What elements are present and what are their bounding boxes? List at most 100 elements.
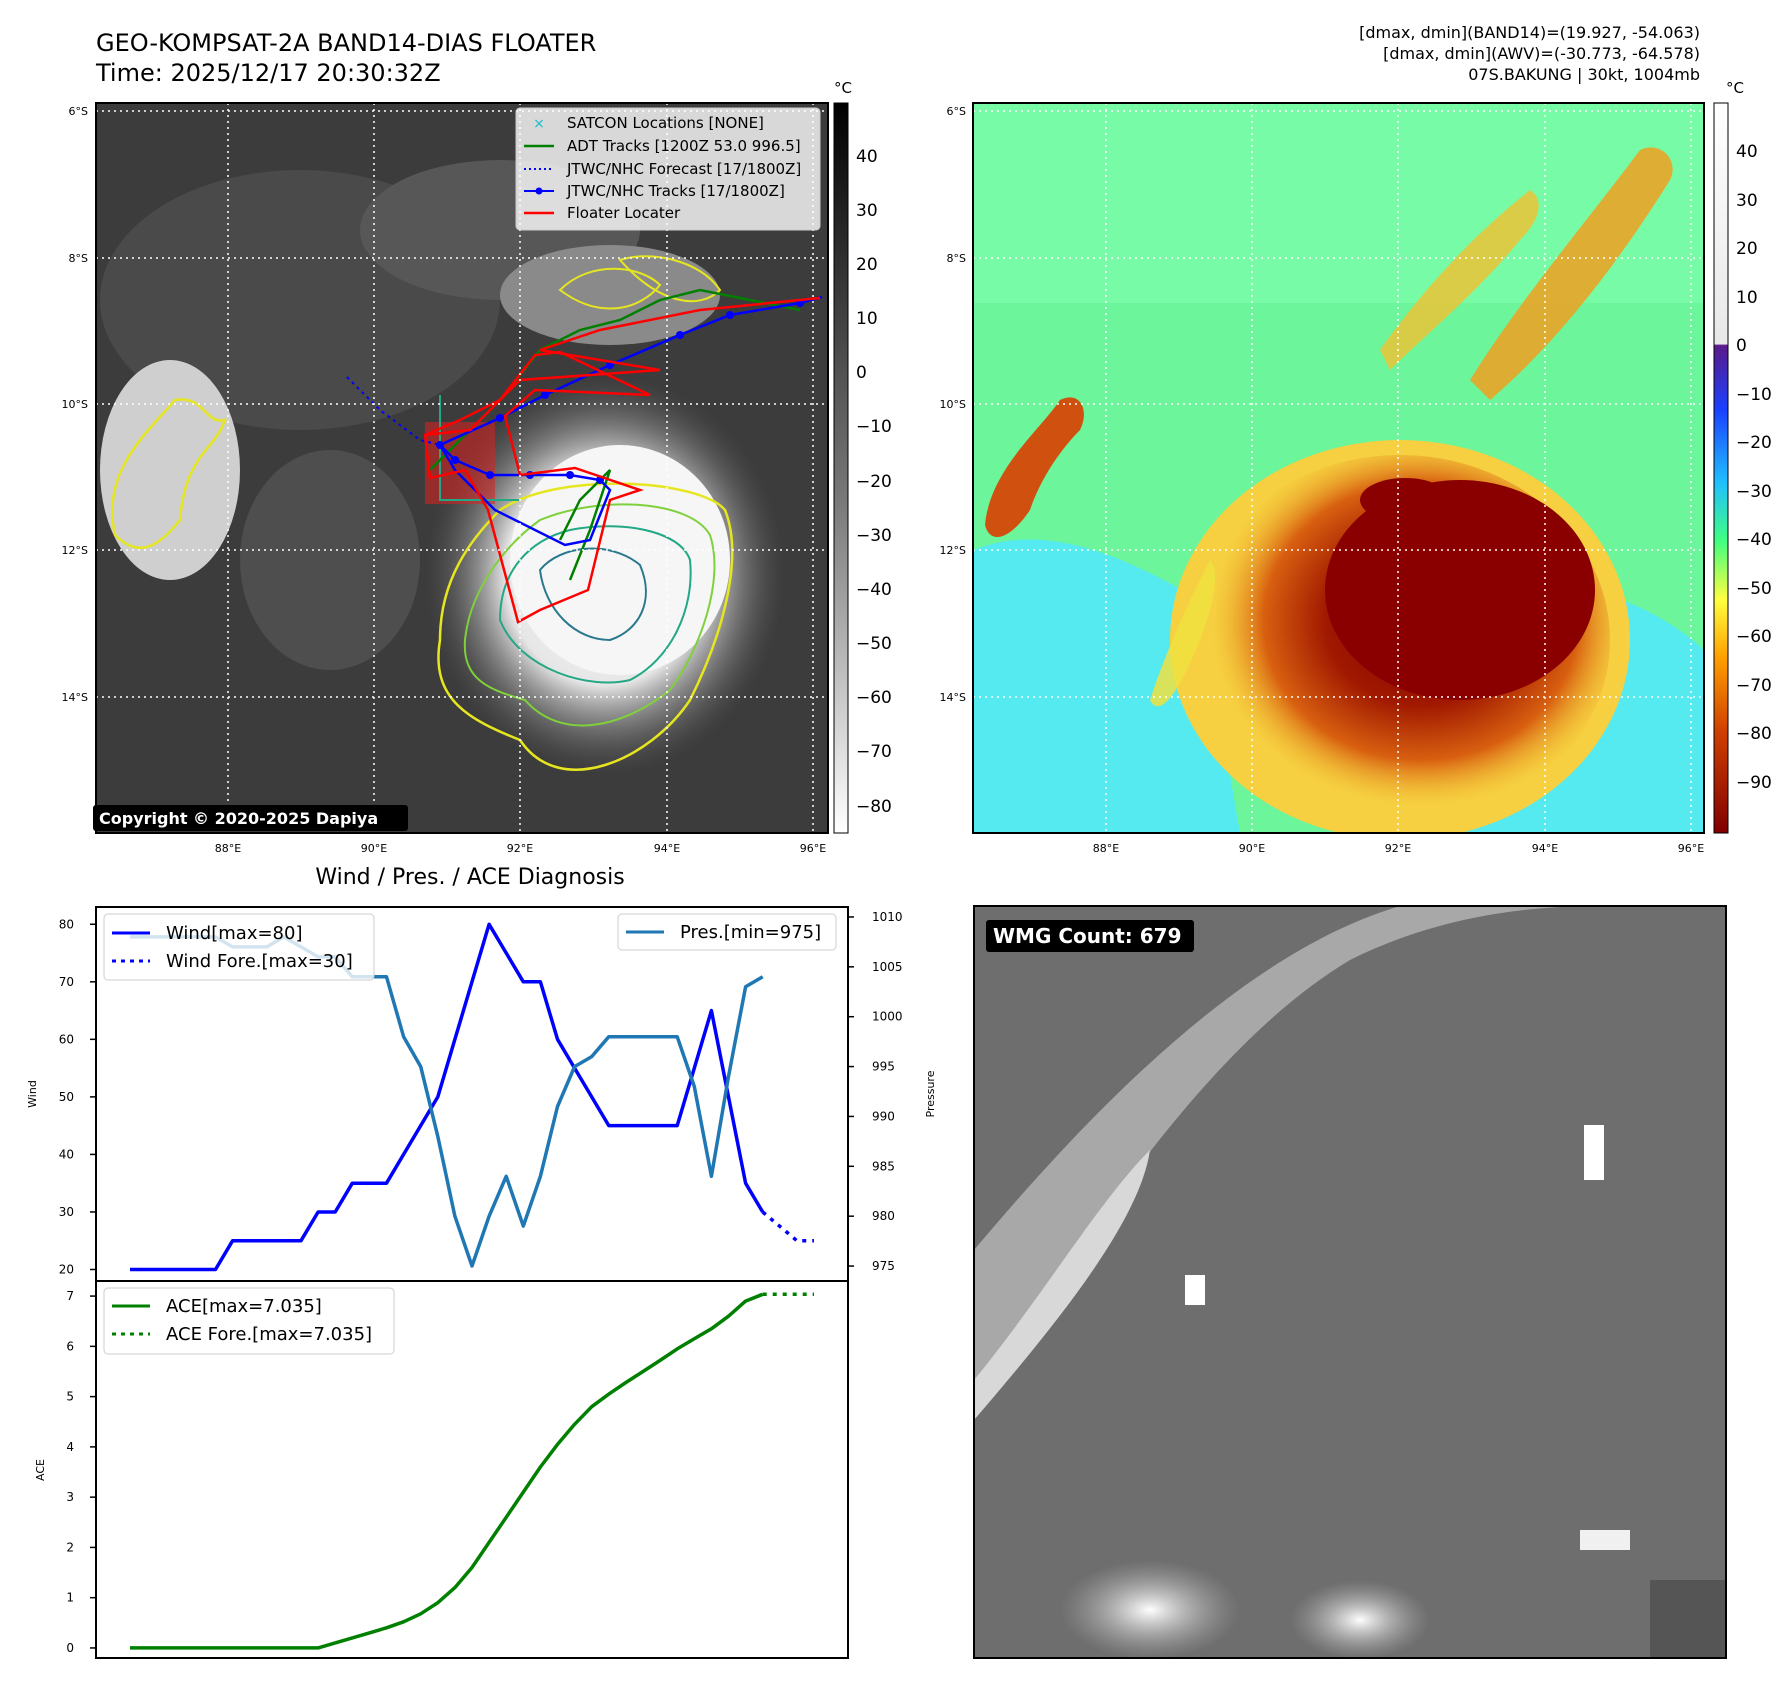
legend-wind: Wind[max=80] xyxy=(166,923,303,944)
wmg-panel: WMG Count: 679 xyxy=(973,905,1727,1659)
adt-track-core xyxy=(558,469,612,581)
series-line xyxy=(130,1292,764,1650)
cbar-tick: −40 xyxy=(856,580,892,600)
cbar-tick: 0 xyxy=(1736,336,1747,356)
lat-label: 6°S xyxy=(69,105,88,118)
cbar-tick: −10 xyxy=(1736,385,1772,405)
y-tick-label: 5 xyxy=(66,1390,74,1404)
enhanced-map-panel: 6°S 8°S 10°S 12°S 14°S 88°E 90°E 92°E 94… xyxy=(940,79,1772,855)
cbar-tick: 20 xyxy=(1736,239,1758,259)
y-tick-label: 1 xyxy=(66,1591,74,1605)
enhanced-map-image xyxy=(973,103,1704,833)
cbar-tick: 10 xyxy=(856,309,878,329)
lat-label: 8°S xyxy=(947,252,966,265)
cbar-tick: 0 xyxy=(856,363,867,383)
diagnosis-title: Wind / Pres. / ACE Diagnosis xyxy=(315,865,624,890)
legend-tracks: JTWC/NHC Tracks [17/1800Z] xyxy=(566,182,785,200)
series-line xyxy=(761,1210,814,1243)
enh-lat-labels: 6°S 8°S 10°S 12°S 14°S xyxy=(940,105,966,704)
legend-ace: ACE[max=7.035] xyxy=(166,1296,322,1317)
ir-map-panel: × SATCON Locations [NONE] ADT Tracks [12… xyxy=(62,79,892,855)
lat-label: 10°S xyxy=(62,398,88,411)
wind-y-ticks: 20 30 40 50 60 70 80 xyxy=(59,917,96,1276)
y2-tick-label: 975 xyxy=(872,1259,895,1273)
y-tick-label: 2 xyxy=(66,1540,74,1554)
cbar-tick: 20 xyxy=(856,255,878,275)
cbar-tick: −60 xyxy=(856,688,892,708)
y2-tick-label: 985 xyxy=(872,1159,895,1173)
cbar-tick: −50 xyxy=(1736,579,1772,599)
copyright: Copyright © 2020-2025 Dapiya xyxy=(99,809,378,828)
ace-axis-label: ACE xyxy=(34,1459,47,1481)
cbar-tick: 40 xyxy=(1736,142,1758,162)
legend-floater: Floater Locater xyxy=(567,204,681,222)
series-line xyxy=(130,922,765,1272)
legend-tracks-marker xyxy=(535,187,543,195)
floater-locater-track xyxy=(423,296,821,624)
legend-satcon: SATCON Locations [NONE] xyxy=(567,114,764,132)
ir-lat-labels: 6°S 8°S 10°S 12°S 14°S xyxy=(62,105,88,704)
y-tick-label: 50 xyxy=(59,1090,74,1104)
y2-tick-label: 1010 xyxy=(872,910,903,924)
wind-pressure-chart: Wind / Pres. / ACE Diagnosis Wind Pressu… xyxy=(26,865,937,1282)
y2-tick-label: 995 xyxy=(872,1060,895,1074)
wmg-count-box xyxy=(986,920,1194,952)
jtwc-forecast-track xyxy=(346,376,441,446)
copyright-box xyxy=(93,805,408,831)
lon-label: 88°E xyxy=(1093,842,1119,855)
y-tick-label: 6 xyxy=(66,1339,74,1353)
lon-label: 90°E xyxy=(361,842,387,855)
cbar-tick: −80 xyxy=(1736,724,1772,744)
cbar-tick: 30 xyxy=(856,201,878,221)
wind-axis-label: Wind xyxy=(26,1080,39,1108)
wmg-count: WMG Count: 679 xyxy=(993,924,1182,948)
legend-forecast: JTWC/NHC Forecast [17/1800Z] xyxy=(566,160,801,178)
legend-satcon-icon: × xyxy=(533,116,545,132)
ace-y-ticks: 0 1 2 3 4 5 6 7 xyxy=(66,1289,96,1655)
cbar-tick: −20 xyxy=(1736,433,1772,453)
legend-pres: Pres.[min=975] xyxy=(680,922,821,943)
lat-label: 12°S xyxy=(940,544,966,557)
lon-label: 92°E xyxy=(1385,842,1411,855)
awv-range: [dmax, dmin](AWV)=(-30.773, -64.578) xyxy=(1383,44,1700,63)
y-tick-label: 4 xyxy=(66,1440,74,1454)
cbar-tick: 10 xyxy=(1736,288,1758,308)
lat-label: 8°S xyxy=(69,252,88,265)
band14-range: [dmax, dmin](BAND14)=(19.927, -54.063) xyxy=(1359,23,1700,42)
enh-lon-labels: 88°E 90°E 92°E 94°E 96°E xyxy=(1093,842,1704,855)
lon-label: 88°E xyxy=(215,842,241,855)
y2-tick-label: 990 xyxy=(872,1109,895,1123)
wmg-image xyxy=(974,906,1726,1658)
lat-label: 6°S xyxy=(947,105,966,118)
cbar-tick: −30 xyxy=(856,526,892,546)
legend-ace-fore: ACE Fore.[max=7.035] xyxy=(166,1324,372,1345)
y-tick-label: 60 xyxy=(59,1032,74,1046)
pressure-y-ticks: 975 980 985 990 995 1000 1005 1010 xyxy=(848,910,903,1273)
ir-colorbar-unit: °C xyxy=(834,79,852,97)
cbar-tick: −60 xyxy=(1736,627,1772,647)
cbar-tick: −90 xyxy=(1736,773,1772,793)
cbar-tick: −40 xyxy=(1736,530,1772,550)
cbar-tick: 30 xyxy=(1736,191,1758,211)
cbar-tick: −20 xyxy=(856,472,892,492)
y-tick-label: 80 xyxy=(59,917,74,931)
ace-legend: ACE[max=7.035] ACE Fore.[max=7.035] xyxy=(103,1287,395,1355)
figure-time: Time: 2025/12/17 20:30:32Z xyxy=(95,59,441,87)
map-legend: × SATCON Locations [NONE] ADT Tracks [12… xyxy=(515,107,821,231)
lat-gridlines-right xyxy=(973,110,1704,698)
ir-colorbar xyxy=(833,102,849,834)
lat-label: 10°S xyxy=(940,398,966,411)
enhanced-colorbar xyxy=(1713,102,1729,834)
ace-lines xyxy=(130,1292,814,1650)
y2-tick-label: 980 xyxy=(872,1209,895,1223)
lon-label: 90°E xyxy=(1239,842,1265,855)
lat-label: 14°S xyxy=(940,691,966,704)
y-tick-label: 30 xyxy=(59,1205,74,1219)
lat-label: 14°S xyxy=(62,691,88,704)
lat-label: 12°S xyxy=(62,544,88,557)
y-tick-label: 20 xyxy=(59,1262,74,1276)
lon-label: 96°E xyxy=(800,842,826,855)
legend-wind-fore: Wind Fore.[max=30] xyxy=(166,951,353,972)
enhanced-colorbar-ticks: 40 30 20 10 0 −10 −20 −30 −40 −50 −60 −7… xyxy=(1736,142,1772,793)
y-tick-label: 3 xyxy=(66,1490,74,1504)
